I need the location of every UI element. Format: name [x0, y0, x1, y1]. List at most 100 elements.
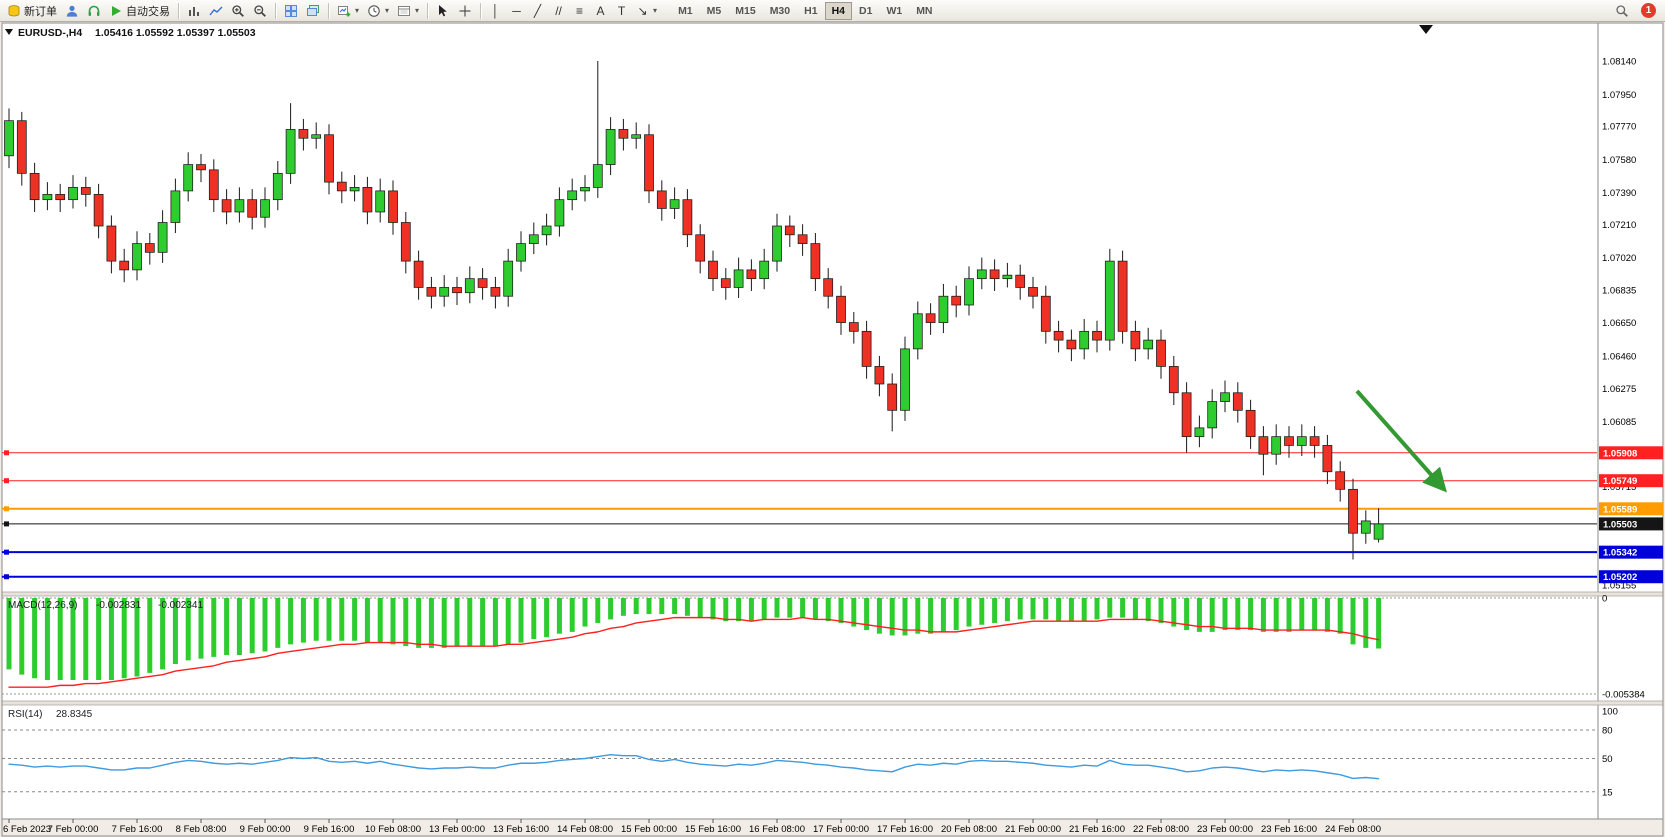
label-icon: T — [617, 3, 626, 18]
candle — [656, 190, 667, 209]
cursor-button[interactable] — [432, 1, 454, 20]
hline-handle — [4, 549, 9, 555]
candle — [157, 222, 168, 253]
candle — [720, 278, 731, 288]
tf-M15[interactable]: M15 — [728, 2, 762, 20]
channel-tool-button[interactable]: // — [548, 1, 569, 20]
search-button[interactable] — [1611, 1, 1633, 20]
coins-icon — [8, 4, 20, 16]
tf-M1[interactable]: M1 — [671, 2, 700, 20]
tile-windows-icon — [285, 4, 297, 17]
candle — [925, 313, 936, 323]
tf-H4[interactable]: H4 — [824, 1, 852, 20]
chart-labels: EURUSD-,H4 1.05416 1.05592 1.05397 1.055… — [5, 27, 256, 720]
candle — [1040, 295, 1051, 332]
chart-annotations[interactable] — [1355, 25, 1447, 493]
candle — [1373, 523, 1384, 540]
tf-D1[interactable]: D1 — [852, 2, 879, 20]
zoom-out-button[interactable] — [249, 1, 271, 20]
date-label: 7 Feb 00:00 — [48, 824, 99, 835]
notification-badge[interactable]: 1 — [1641, 3, 1656, 18]
candle — [746, 269, 757, 280]
template-icon — [398, 5, 410, 16]
new-order-button[interactable]: 新订单 — [3, 1, 61, 20]
candle — [823, 278, 834, 297]
tf-W1[interactable]: W1 — [879, 2, 909, 20]
autotrading-button[interactable]: 自动交易 — [105, 1, 174, 20]
text-tool-button[interactable]: A — [590, 1, 611, 20]
candle — [964, 278, 974, 306]
templates-button[interactable]: ▾ — [393, 1, 423, 20]
date-label: 20 Feb 08:00 — [941, 824, 997, 835]
play-icon — [112, 5, 121, 16]
candle — [695, 234, 706, 262]
candle — [221, 199, 232, 213]
hline-handle — [4, 574, 9, 580]
tile-windows-button[interactable] — [280, 1, 302, 20]
tf-H1[interactable]: H1 — [797, 2, 824, 20]
bar-chart-button[interactable] — [183, 1, 205, 20]
candle — [1053, 330, 1064, 341]
line-chart-button[interactable] — [205, 1, 227, 20]
price-scale-label: 1.07770 — [1602, 121, 1636, 132]
candle — [196, 164, 206, 171]
candle — [900, 348, 910, 411]
zoom-in-icon — [232, 4, 244, 17]
candle — [1348, 488, 1358, 534]
candlestick-series — [4, 61, 1384, 560]
panel-separator-macd[interactable] — [1, 591, 1664, 597]
crosshair-button[interactable] — [454, 1, 476, 20]
horizontal-line-tool-button[interactable]: ─ — [506, 1, 527, 20]
candle — [132, 243, 142, 271]
arrows-tool-button[interactable]: ↘ ▾ — [632, 1, 661, 20]
candle — [413, 260, 424, 288]
candle — [618, 129, 629, 139]
rsi-label: RSI(14) — [8, 709, 42, 720]
candle — [708, 260, 718, 280]
candle — [989, 269, 1000, 280]
periods-button[interactable]: ▾ — [363, 1, 393, 20]
new-order-label: 新订单 — [24, 5, 57, 18]
clock-icon — [368, 4, 380, 17]
candle — [772, 225, 782, 262]
candle — [1066, 339, 1077, 350]
panel-separator-rsi[interactable] — [1, 700, 1664, 706]
trendline-tool-button[interactable]: ╱ — [527, 1, 548, 20]
label-tool-button[interactable]: T — [611, 1, 632, 20]
chart-collapse-triangle-icon[interactable] — [5, 29, 13, 35]
candle — [951, 295, 962, 306]
svg-text:1.05202: 1.05202 — [1603, 572, 1637, 583]
price-scale-label: 1.05715 — [1602, 482, 1636, 493]
tf-MN[interactable]: MN — [909, 2, 939, 20]
arrow-tool-icon: ↘ — [637, 3, 648, 18]
new-chart-button[interactable]: ▾ — [333, 1, 363, 20]
candle — [324, 134, 334, 183]
candle — [311, 134, 322, 139]
candle — [336, 181, 347, 192]
trend-arrow[interactable] — [1355, 389, 1447, 493]
new-chart-icon — [338, 5, 351, 16]
price-scale: 0 -0.005384 100 80 50 15 1.08140 1.07950 1.07770… — [1602, 57, 1645, 799]
date-label: 8 Feb 08:00 — [176, 824, 227, 835]
zoom-in-button[interactable] — [227, 1, 249, 20]
candle — [1130, 330, 1141, 350]
candle — [208, 169, 219, 201]
date-label: 21 Feb 00:00 — [1005, 824, 1061, 835]
marker-triangle-icon[interactable] — [1419, 25, 1433, 34]
price-scale-label: 1.06085 — [1602, 417, 1636, 428]
price-scale-label: 1.06275 — [1602, 384, 1636, 395]
community-button[interactable] — [83, 1, 105, 20]
candle — [42, 194, 53, 201]
candle — [490, 287, 501, 297]
tf-M30[interactable]: M30 — [763, 2, 797, 20]
tf-M5[interactable]: M5 — [700, 2, 729, 20]
cascade-windows-button[interactable] — [302, 1, 324, 20]
vertical-line-tool-button[interactable]: │ — [485, 1, 506, 20]
horizontal-level-lines[interactable] — [2, 450, 1597, 580]
market-depth-button[interactable] — [61, 1, 83, 20]
candle — [93, 194, 104, 227]
candle — [682, 199, 693, 236]
fibonacci-tool-button[interactable]: ≡ — [569, 1, 590, 20]
rsi-scale-label: 50 — [1602, 754, 1613, 765]
candle — [119, 260, 130, 271]
